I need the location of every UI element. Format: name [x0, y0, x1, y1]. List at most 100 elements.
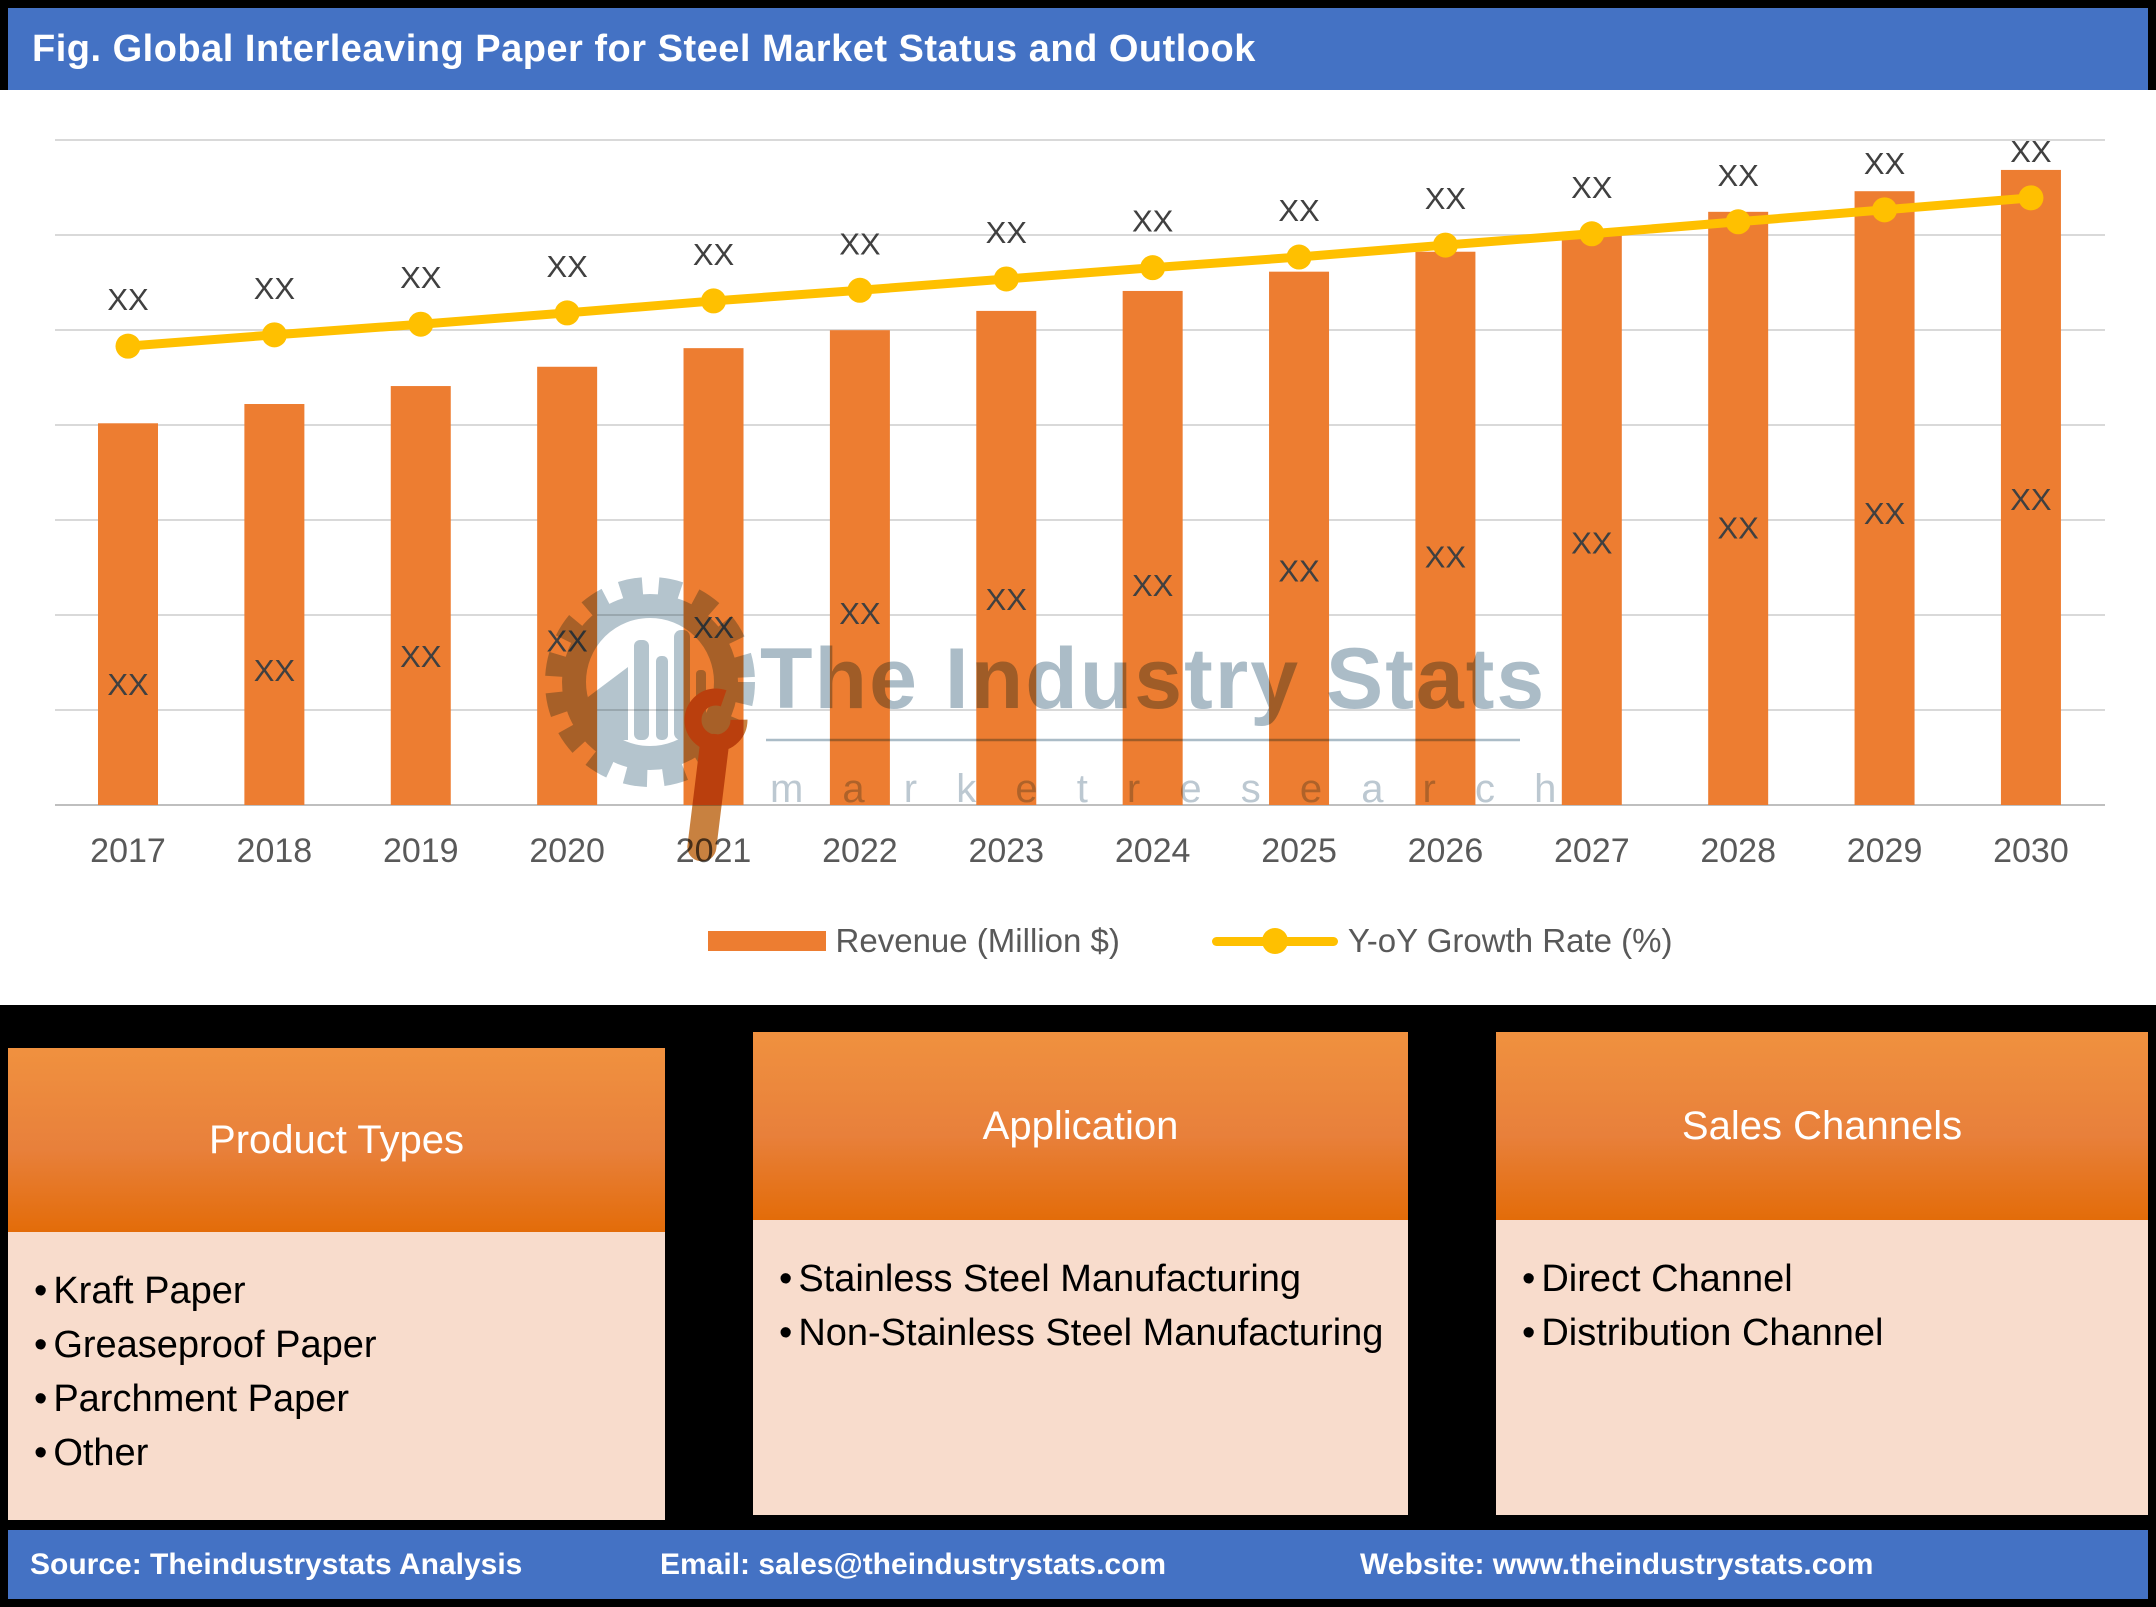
- chart-legend: Revenue (Million $) Y-oY Growth Rate (%): [112, 922, 2156, 960]
- growth-point-2022: [847, 277, 873, 303]
- x-tick-2020: 2020: [529, 832, 605, 870]
- growth-point-2023: [993, 266, 1019, 292]
- growth-point-2021: [701, 288, 727, 314]
- panel-list-item: • Stainless Steel Manufacturing: [779, 1252, 1408, 1306]
- growth-value-label-2028: XX: [1718, 158, 1760, 193]
- revenue-value-label-2022: XX: [839, 596, 881, 631]
- revenue-bar-2017: [98, 423, 158, 805]
- panel-list-item: • Distribution Channel: [1522, 1306, 2148, 1360]
- panel-application: Application • Stainless Steel Manufacturi…: [753, 1032, 1408, 1515]
- panel-sales-channels: Sales Channels • Direct Channel • Distribut…: [1496, 1032, 2148, 1515]
- revenue-value-label-2019: XX: [400, 639, 442, 674]
- growth-point-2020: [554, 300, 580, 326]
- bullet-icon: •: [1522, 1312, 1536, 1354]
- panel-item-label: Stainless Steel Manufacturing: [798, 1258, 1302, 1300]
- revenue-bar-2024: [1122, 290, 1183, 805]
- legend-growth-label: Y-oY Growth Rate (%): [1347, 922, 1673, 959]
- bullet-icon: •: [779, 1258, 793, 1300]
- growth-value-label-2025: XX: [1278, 193, 1320, 228]
- legend-item-growth: Y-oY Growth Rate (%): [1211, 922, 1673, 960]
- revenue-swatch-icon: [707, 931, 826, 951]
- revenue-value-label-2017: XX: [107, 667, 149, 702]
- panel-list-item: • Greaseproof Paper: [34, 1318, 665, 1372]
- footer-bar: Source: Theindustrystats Analysis Email:…: [8, 1530, 2148, 1599]
- revenue-value-label-2026: XX: [1425, 539, 1467, 574]
- x-tick-2019: 2019: [383, 832, 459, 870]
- growth-point-2018: [261, 322, 287, 348]
- panel-list-item: • Non-Stainless Steel Manufacturing: [779, 1306, 1408, 1360]
- growth-value-label-2026: XX: [1425, 181, 1467, 216]
- panel-sales-channels-header: Sales Channels: [1496, 1032, 2148, 1220]
- growth-value-label-2017: XX: [107, 282, 149, 317]
- x-tick-2026: 2026: [1408, 832, 1484, 870]
- x-tick-2023: 2023: [968, 832, 1044, 870]
- panel-product-types-body: • Kraft Paper • Greaseproof Paper • Parchment…: [8, 1232, 665, 1520]
- panel-sales-channels-body: • Direct Channel • Distribution Channel: [1496, 1220, 2148, 1515]
- panel-item-label: Non-Stainless Steel Manufacturing: [798, 1312, 1384, 1354]
- growth-value-label-2029: XX: [1864, 146, 1906, 181]
- growth-value-label-2023: XX: [986, 215, 1028, 250]
- revenue-value-label-2028: XX: [1718, 511, 1760, 546]
- bullet-icon: •: [34, 1270, 48, 1312]
- revenue-value-label-2024: XX: [1132, 568, 1174, 603]
- revenue-bar-2029: [1854, 191, 1915, 805]
- revenue-bar-2023: [976, 310, 1037, 805]
- watermark-subtitle: m a r k e t r e s e a r c h: [770, 767, 1570, 811]
- growth-point-2028: [1725, 209, 1751, 235]
- growth-value-label-2027: XX: [1571, 170, 1613, 205]
- bullet-icon: •: [34, 1378, 48, 1420]
- figure-title: Fig. Global Interleaving Paper for Steel…: [32, 27, 1256, 70]
- x-tick-2018: 2018: [237, 832, 313, 870]
- growth-point-2026: [1432, 232, 1458, 258]
- growth-value-label-2019: XX: [400, 260, 442, 295]
- growth-point-2024: [1140, 255, 1166, 281]
- revenue-bar-2018: [244, 404, 305, 805]
- growth-point-2027: [1579, 221, 1605, 247]
- panel-list-item: • Direct Channel: [1522, 1252, 2148, 1306]
- growth-value-label-2024: XX: [1132, 204, 1174, 239]
- revenue-bar-2019: [390, 386, 451, 805]
- growth-value-label-2030: XX: [2010, 134, 2052, 169]
- growth-point-2025: [1286, 244, 1312, 270]
- legend-item-revenue: Revenue (Million $): [707, 922, 1120, 960]
- panel-application-header: Application: [753, 1032, 1408, 1220]
- revenue-value-label-2023: XX: [986, 582, 1028, 617]
- panel-item-label: Parchment Paper: [53, 1378, 350, 1420]
- footer-source: Source: Theindustrystats Analysis: [30, 1547, 523, 1581]
- panel-item-label: Kraft Paper: [53, 1270, 246, 1312]
- revenue-bar-2027: [1561, 231, 1622, 805]
- growth-value-label-2020: XX: [546, 249, 588, 284]
- panel-list-item: • Other: [34, 1426, 665, 1480]
- x-tick-2027: 2027: [1554, 832, 1630, 870]
- panel-product-types-title: Product Types: [209, 1117, 464, 1162]
- growth-point-2030: [2018, 185, 2044, 211]
- x-tick-2030: 2030: [1993, 832, 2069, 870]
- footer-email: Email: sales@theindustrystats.com: [660, 1547, 1167, 1581]
- growth-line: [123, 193, 2036, 351]
- x-tick-2025: 2025: [1261, 832, 1337, 870]
- panel-item-label: Greaseproof Paper: [53, 1324, 377, 1366]
- panel-application-title: Application: [982, 1103, 1179, 1148]
- revenue-value-label-2029: XX: [1864, 496, 1906, 531]
- bullet-icon: •: [1522, 1258, 1536, 1300]
- bullet-icon: •: [34, 1324, 48, 1366]
- panel-item-label: Direct Channel: [1541, 1258, 1793, 1300]
- revenue-bar-2025: [1269, 271, 1330, 805]
- x-tick-2029: 2029: [1847, 832, 1923, 870]
- growth-swatch-icon: [1211, 928, 1338, 954]
- gear-logo-icon: [545, 577, 755, 862]
- figure-title-bar: Fig. Global Interleaving Paper for Steel…: [8, 8, 2148, 90]
- bullet-icon: •: [779, 1312, 793, 1354]
- revenue-bar-2022: [829, 330, 890, 805]
- x-tick-2022: 2022: [822, 832, 898, 870]
- growth-value-label-2022: XX: [839, 226, 881, 261]
- chart-section: XX XX XX XX XX XX XX XX XX XX XX XX XX XX XX XX XX XX XX XX…: [0, 90, 2156, 1005]
- panel-item-label: Distribution Channel: [1541, 1312, 1884, 1354]
- revenue-value-label-2027: XX: [1571, 525, 1613, 560]
- growth-value-label-2021: XX: [693, 237, 735, 272]
- growth-point-2017: [115, 333, 141, 359]
- x-tick-2028: 2028: [1700, 832, 1776, 870]
- growth-point-2019: [408, 311, 434, 337]
- revenue-value-label-2030: XX: [2010, 482, 2052, 517]
- panel-product-types: Product Types • Kraft Paper • Greaseproof P…: [8, 1048, 665, 1520]
